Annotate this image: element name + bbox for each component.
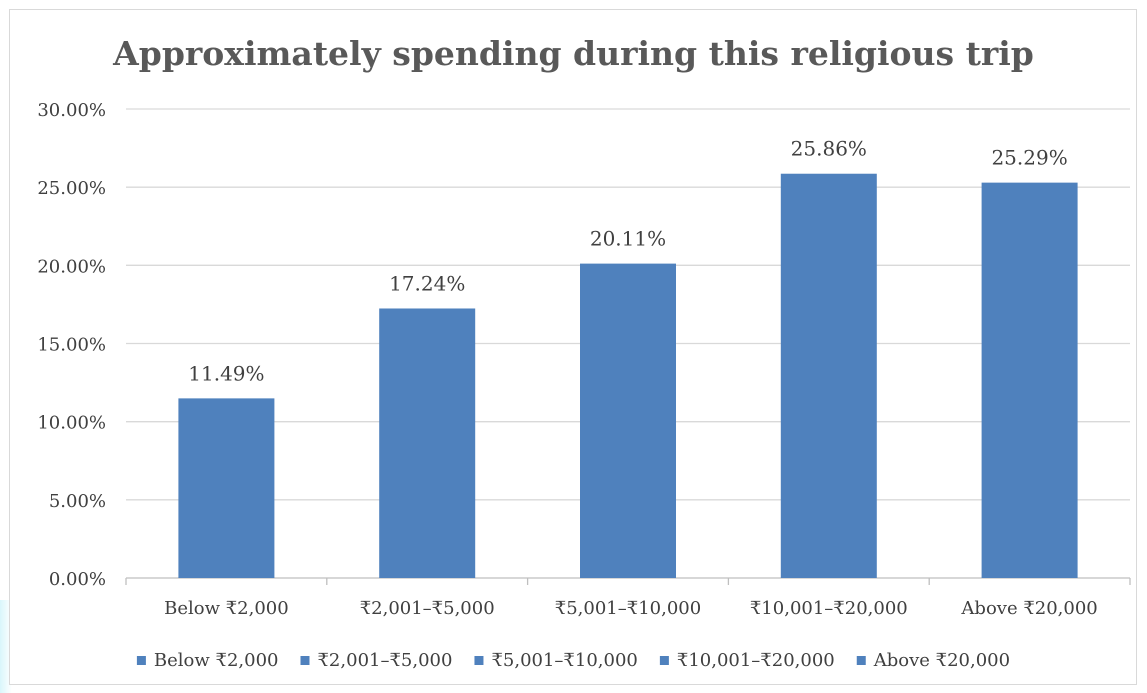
bar — [580, 263, 676, 578]
legend-label: Above ₹20,000 — [873, 650, 1010, 671]
legend-swatch — [300, 656, 310, 665]
y-tick-label: 5.00% — [49, 491, 106, 512]
data-label: 25.86% — [791, 137, 867, 161]
y-tick-label: 30.00% — [37, 100, 106, 121]
chart-title: Approximately spending during this relig… — [113, 34, 1034, 73]
bar — [780, 173, 877, 579]
legend-swatch — [659, 656, 669, 665]
x-tick-label: Below ₹2,000 — [164, 598, 289, 619]
y-tick-label: 15.00% — [37, 335, 106, 356]
legend-swatch — [136, 656, 146, 665]
x-tick-label: ₹5,001–₹10,000 — [555, 598, 701, 619]
bar — [981, 182, 1078, 578]
bar — [379, 308, 476, 578]
y-tick-label: 25.00% — [37, 178, 106, 199]
y-tick-label: 10.00% — [37, 413, 106, 434]
y-tick-label: 0.00% — [49, 569, 106, 590]
data-label: 20.11% — [590, 227, 666, 251]
data-label: 17.24% — [389, 271, 465, 295]
x-tick-label: Above ₹20,000 — [960, 598, 1097, 619]
data-label: 25.29% — [991, 146, 1067, 170]
y-tick-label: 20.00% — [37, 256, 106, 277]
data-label: 11.49% — [188, 361, 264, 385]
legend-label: ₹2,001–₹5,000 — [317, 650, 452, 671]
legend-label: ₹5,001–₹10,000 — [491, 650, 637, 671]
legend-label: Below ₹2,000 — [154, 650, 279, 671]
legend-label: ₹10,001–₹20,000 — [677, 650, 835, 671]
bar — [178, 398, 275, 578]
x-tick-label: ₹2,001–₹5,000 — [360, 598, 495, 619]
legend-swatch — [474, 656, 484, 665]
x-tick-label: ₹10,001–₹20,000 — [750, 598, 908, 619]
legend-swatch — [856, 656, 866, 665]
